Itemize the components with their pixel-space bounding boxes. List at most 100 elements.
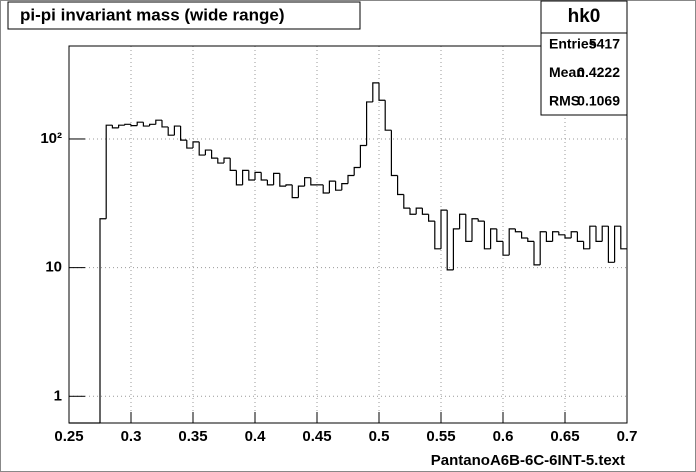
histogram-bin [614, 225, 621, 263]
histogram-bin [229, 158, 237, 171]
histogram-bin [335, 181, 342, 191]
histogram-bin [545, 231, 553, 242]
histogram-bin [452, 228, 460, 270]
histogram-bin [533, 241, 541, 266]
histogram-bin [260, 172, 268, 181]
histogram-bin [539, 231, 547, 265]
x-tick-label: 0.55 [426, 428, 455, 445]
histogram-bin [155, 119, 162, 125]
histogram-bin [471, 218, 479, 242]
histogram-bin [601, 225, 609, 242]
histogram-bin [111, 125, 119, 129]
histogram-bin [204, 149, 212, 156]
histogram-bin [341, 182, 348, 191]
stats-box [540, 0, 628, 116]
histogram-bin [490, 228, 497, 249]
histogram-bin [248, 170, 255, 181]
histogram-bin [508, 228, 516, 256]
histogram-bin [558, 231, 565, 236]
histogram-bin [359, 144, 367, 168]
histogram-bin [465, 214, 472, 242]
histogram-bin [99, 218, 107, 423]
histogram-bin [242, 169, 249, 185]
stats-value: 5417 [589, 36, 620, 52]
plot-frame [68, 45, 628, 424]
histogram-bin [273, 172, 280, 185]
y-tick-label: 10² [40, 130, 62, 147]
histogram-bin [595, 226, 603, 242]
histogram-bin [366, 101, 373, 146]
x-tick-label: 0.45 [302, 428, 331, 445]
y-tick-label: 1 [54, 387, 62, 404]
stats-value: 0.4222 [577, 64, 620, 80]
x-axis-label: PantanoA6B-6C-6INT-5.text [431, 452, 625, 469]
x-tick-label: 0.65 [550, 428, 579, 445]
stats-label: Entries [549, 36, 597, 52]
histogram-bin [390, 130, 398, 177]
histogram-bin [583, 241, 590, 250]
histogram-bin [173, 125, 181, 136]
chart-title: pi-pi invariant mass (wide range) [20, 5, 285, 24]
histogram-bin [167, 126, 175, 136]
x-tick-label: 0.3 [121, 428, 142, 445]
x-tick-label: 0.25 [54, 428, 83, 445]
histogram-bin [620, 226, 627, 250]
histogram-bin [235, 170, 243, 186]
histogram-bin [428, 214, 435, 222]
histogram-bin [446, 210, 454, 271]
histogram-bin [459, 213, 466, 229]
stats-label: Mean [549, 64, 585, 80]
histogram-bin [347, 174, 355, 184]
histogram-bin [223, 157, 231, 164]
histogram-bin [304, 177, 311, 187]
histogram-bin [514, 228, 522, 233]
x-tick-label: 0.7 [617, 428, 638, 445]
histogram-bin [291, 184, 299, 199]
histogram-bin [142, 122, 150, 127]
histogram-bin [124, 123, 131, 126]
histogram-bin [527, 237, 534, 242]
histogram-bin [415, 207, 423, 215]
histogram-bin [372, 82, 379, 102]
histogram-bin [217, 158, 224, 164]
histogram-bin [397, 175, 404, 196]
histogram-bin [589, 225, 596, 249]
histogram-bin [136, 121, 144, 126]
histogram-bin [149, 123, 156, 127]
histogram-bin [297, 185, 305, 198]
stats-value: 0.1069 [577, 93, 620, 109]
histogram-bin [564, 234, 572, 239]
x-tick-label: 0.4 [245, 428, 267, 445]
histogram-bin [403, 194, 410, 209]
histogram-bin [353, 166, 361, 176]
histogram-bin [570, 231, 578, 238]
plot-area [69, 46, 627, 423]
x-tick-label: 0.5 [369, 428, 390, 445]
histogram-bin [477, 218, 485, 222]
histogram-bin [186, 140, 193, 149]
histogram-bin [310, 177, 317, 186]
histogram-bin [180, 126, 187, 141]
histogram-bin [198, 141, 206, 156]
histogram-bin [105, 124, 113, 219]
stats-label: RMS [549, 93, 580, 109]
histogram-bin [322, 184, 330, 194]
histogram-bin [328, 180, 336, 194]
histogram-bin [384, 100, 392, 131]
histogram-bin [421, 208, 429, 215]
histogram-bin [266, 179, 274, 186]
title-box [7, 1, 361, 30]
y-tick-label: 10 [45, 259, 62, 276]
histogram-bin [552, 231, 559, 242]
histogram-bin [118, 124, 125, 128]
histogram-bin [496, 228, 503, 242]
histogram-bin [254, 171, 262, 180]
histogram-bin [285, 184, 293, 187]
histogram-bin [192, 141, 200, 149]
histogram-bin [130, 124, 138, 127]
histogram-bin [502, 241, 510, 256]
histogram-bin [378, 82, 386, 101]
histogram-bin [211, 150, 218, 159]
histogram-bin [434, 221, 441, 250]
